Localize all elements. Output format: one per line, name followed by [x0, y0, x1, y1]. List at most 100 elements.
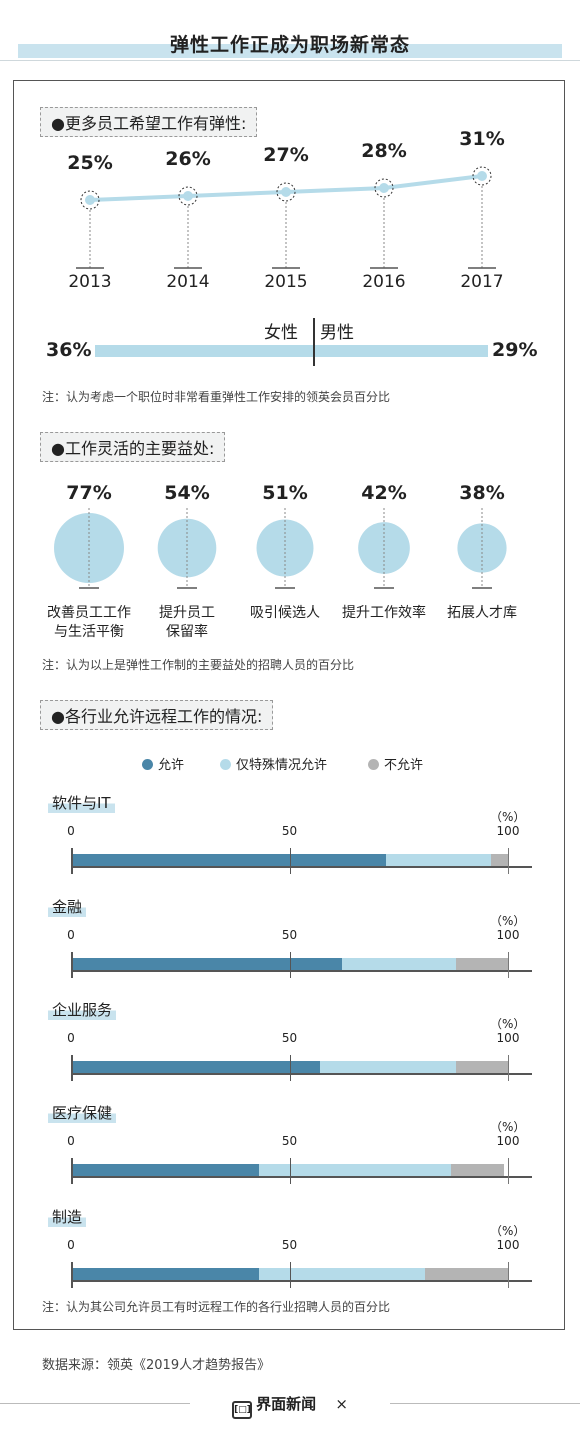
gender-bar	[95, 345, 488, 357]
data-point	[183, 191, 193, 201]
tick-label: 100	[496, 1238, 520, 1252]
section1-note: 注：认为考虑一个职位时非常看重弹性工作安排的领英会员百分比	[42, 390, 391, 404]
bar-baseline	[71, 1073, 532, 1075]
line-chart-flexibility	[76, 166, 496, 269]
benefit-pct: 38%	[459, 482, 505, 504]
benefit-label-line: 拓展人才库	[447, 605, 517, 621]
tick-label: 50	[281, 1238, 298, 1252]
tick-label: 0	[67, 928, 75, 942]
value-label: 28%	[361, 140, 407, 162]
legend-item: 允许	[142, 754, 184, 773]
bar-segment-1	[258, 1164, 452, 1176]
year-label: 2015	[264, 272, 308, 292]
data-source: 数据来源：领英《2019人才趋势报告》	[42, 1358, 271, 1373]
gender-divider	[313, 318, 315, 366]
benefit-label: 提升工作效率	[334, 604, 434, 623]
title-highlight-band	[18, 44, 562, 58]
section-heading-remote: ●各行业允许远程工作的情况:	[40, 700, 274, 730]
benefit-label-line: 提升工作效率	[342, 605, 426, 621]
tick-label: 50	[281, 1134, 298, 1148]
legend-label: 仅特殊情况允许	[236, 758, 328, 773]
tick-label: 50	[281, 1031, 298, 1045]
industry-label: 企业服务	[48, 999, 117, 1020]
unit-label: （%）	[490, 1224, 526, 1238]
benefit-label-line: 保留率	[166, 624, 208, 640]
unit-label: （%）	[490, 914, 526, 928]
industry-label: 医疗保健	[48, 1102, 117, 1123]
tick-label: 0	[67, 1031, 75, 1045]
bar-segment-0	[71, 1164, 259, 1176]
legend-label: 不允许	[384, 758, 424, 773]
year-label: 2014	[166, 272, 210, 292]
bar-baseline	[71, 970, 532, 972]
legend-item: 仅特殊情况允许	[220, 754, 327, 773]
unit-label: （%）	[490, 1017, 526, 1031]
year-label: 2013	[68, 272, 112, 292]
value-label: 31%	[459, 128, 505, 150]
bar-segment-1	[341, 958, 456, 970]
axis-end-tick	[508, 952, 509, 978]
data-point	[281, 187, 291, 197]
benefit-label: 拓展人才库	[432, 604, 532, 623]
axis-start-tick	[71, 1055, 73, 1081]
benefit-label: 提升员工 保留率	[137, 604, 237, 642]
tick-label: 100	[496, 824, 520, 838]
bar-segment-0	[71, 958, 342, 970]
bar-segment-1	[258, 1268, 425, 1280]
value-label: 26%	[165, 148, 211, 170]
tick-label: 100	[496, 1134, 520, 1148]
tick-label: 0	[67, 1238, 75, 1252]
legend-swatch	[220, 759, 231, 770]
industry-label: 制造	[48, 1206, 87, 1227]
bar-segment-2	[455, 1061, 508, 1073]
axis-mid-tick	[289, 848, 291, 874]
axis-mid-tick	[289, 1055, 291, 1081]
benefit-pct: 54%	[164, 482, 210, 504]
bar-segment-0	[71, 1268, 259, 1280]
benefit-label: 改善员工工作 与生活平衡	[39, 604, 139, 642]
section3-note: 注：认为其公司允许员工有时远程工作的各行业招聘人员的百分比	[42, 1300, 391, 1314]
data-point	[85, 195, 95, 205]
benefit-label-line: 与生活平衡	[54, 624, 124, 640]
axis-end-tick	[508, 1262, 509, 1288]
axis-start-tick	[71, 952, 73, 978]
tick-label: 50	[281, 928, 298, 942]
tick-label: 50	[281, 824, 298, 838]
bubble-chart-benefits	[54, 508, 507, 589]
female-label: 女性	[264, 323, 298, 343]
axis-mid-tick	[289, 1158, 291, 1184]
legend-swatch	[142, 759, 153, 770]
axis-start-tick	[71, 1262, 73, 1288]
bar-segment-2	[424, 1268, 508, 1280]
benefit-label-line: 提升员工	[159, 605, 215, 621]
female-pct: 36%	[46, 339, 92, 361]
tick-label: 100	[496, 928, 520, 942]
title-divider	[0, 60, 580, 61]
point-ring	[472, 166, 492, 186]
value-label: 25%	[67, 152, 113, 174]
legend-swatch	[368, 759, 379, 770]
point-ring	[178, 186, 198, 206]
year-label: 2016	[362, 272, 406, 292]
data-point	[477, 171, 487, 181]
bar-segment-2	[455, 958, 508, 970]
year-label: 2017	[460, 272, 504, 292]
bar-baseline	[71, 1176, 532, 1178]
tick-label: 100	[496, 1031, 520, 1045]
axis-end-tick	[508, 1055, 509, 1081]
data-point	[379, 183, 389, 193]
male-pct: 29%	[492, 339, 538, 361]
bar-segment-0	[71, 854, 386, 866]
bar-segment-2	[490, 854, 508, 866]
bar-baseline	[71, 866, 532, 868]
tick-label: 0	[67, 1134, 75, 1148]
times-sign: ×	[335, 1395, 348, 1413]
brand-logo: [□] 界面新闻 ×	[190, 1391, 390, 1419]
axis-end-tick	[508, 848, 509, 874]
section2-note: 注：认为以上是弹性工作制的主要益处的招聘人员的百分比	[42, 658, 355, 672]
male-label: 男性	[320, 323, 354, 343]
benefit-label: 吸引候选人	[235, 604, 335, 623]
point-ring	[276, 182, 296, 202]
axis-mid-tick	[289, 1262, 291, 1288]
brand-icon: [□]	[232, 1401, 253, 1419]
